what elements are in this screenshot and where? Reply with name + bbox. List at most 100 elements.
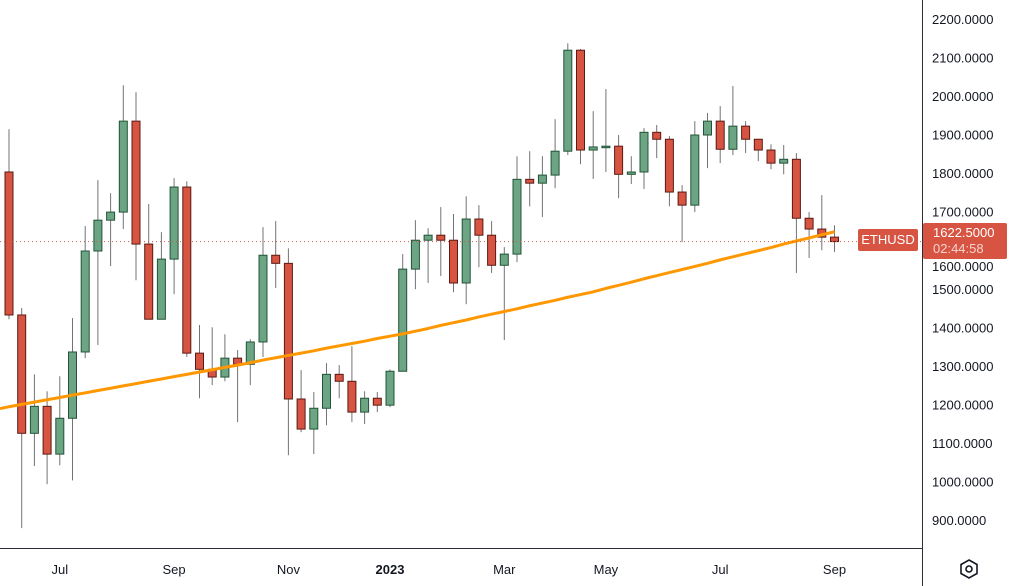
candle-body bbox=[614, 145, 624, 175]
candle bbox=[461, 196, 471, 305]
candle bbox=[169, 178, 179, 295]
candle-body bbox=[195, 352, 204, 370]
candle bbox=[42, 391, 52, 485]
candle bbox=[131, 92, 141, 281]
time-axis[interactable]: Jul Sep Nov 2023 Mar May Jul Sep bbox=[51, 562, 846, 577]
candle bbox=[830, 225, 839, 253]
candle bbox=[29, 374, 39, 467]
price-tick-label: 1700.0000 bbox=[932, 205, 993, 220]
candle bbox=[652, 124, 662, 159]
candle-body bbox=[55, 417, 65, 455]
candle bbox=[17, 308, 27, 529]
candle-body bbox=[537, 174, 547, 184]
candle bbox=[601, 89, 611, 173]
symbol-tag: ETHUSD bbox=[858, 229, 918, 251]
candle-body bbox=[525, 178, 535, 184]
candle-body bbox=[258, 254, 268, 343]
candle-body bbox=[423, 234, 433, 241]
candle bbox=[55, 376, 65, 466]
candle bbox=[156, 232, 166, 320]
candle-body bbox=[804, 217, 814, 230]
candle bbox=[283, 248, 293, 456]
candle-body bbox=[677, 191, 687, 206]
candle-body bbox=[4, 171, 14, 316]
time-tick-label: Sep bbox=[823, 562, 846, 577]
candle bbox=[664, 136, 674, 207]
candle-body bbox=[144, 243, 154, 320]
candle-body bbox=[550, 150, 560, 176]
candle-body bbox=[42, 405, 52, 455]
candle-body bbox=[436, 234, 446, 241]
candle bbox=[690, 121, 700, 213]
price-tick-label: 1900.0000 bbox=[932, 128, 993, 143]
candle-body bbox=[626, 171, 636, 175]
candle bbox=[512, 156, 522, 263]
price-tick-label: 1800.0000 bbox=[932, 166, 993, 181]
candle-body bbox=[169, 186, 179, 260]
candle bbox=[588, 111, 598, 179]
candle-body bbox=[703, 120, 712, 136]
time-tick-label: Mar bbox=[493, 562, 516, 577]
candle bbox=[703, 113, 712, 169]
candle bbox=[322, 363, 331, 426]
price-axis[interactable]: 900.0000 1000.0000 1100.0000 1200.0000 1300.… bbox=[932, 12, 993, 528]
candle-body bbox=[309, 407, 319, 430]
candle bbox=[118, 85, 128, 230]
candle-body bbox=[601, 145, 611, 149]
candle-body bbox=[512, 178, 522, 255]
candle bbox=[741, 121, 751, 154]
candle-body bbox=[372, 397, 382, 406]
candle bbox=[360, 391, 370, 425]
candle-body bbox=[93, 219, 103, 252]
candle bbox=[576, 49, 585, 165]
candle bbox=[398, 254, 408, 372]
candle-body bbox=[652, 131, 662, 140]
candle bbox=[614, 135, 624, 199]
candle-body bbox=[271, 254, 281, 264]
candle bbox=[258, 227, 268, 357]
candle bbox=[449, 214, 458, 293]
candle bbox=[347, 346, 357, 423]
candle bbox=[271, 220, 281, 289]
candle-body bbox=[106, 211, 116, 221]
candle-body bbox=[410, 239, 420, 270]
candle-body bbox=[461, 218, 471, 284]
candle-body bbox=[690, 134, 700, 206]
candle bbox=[195, 325, 204, 399]
candle-body bbox=[779, 158, 789, 164]
candles-layer bbox=[4, 43, 839, 529]
candle-body bbox=[29, 405, 39, 434]
candle bbox=[93, 180, 103, 346]
candle bbox=[296, 370, 306, 433]
candle-body bbox=[449, 239, 458, 284]
candle bbox=[474, 205, 484, 268]
candle bbox=[779, 145, 789, 175]
candle-body bbox=[398, 268, 408, 372]
candle-body bbox=[664, 138, 674, 193]
candle bbox=[80, 225, 90, 359]
candle-body bbox=[791, 158, 801, 219]
candle-body bbox=[347, 380, 357, 413]
price-tick-label: 1600.0000 bbox=[932, 259, 993, 274]
candle bbox=[182, 181, 192, 357]
candle-body bbox=[830, 236, 839, 243]
price-tick-label: 2100.0000 bbox=[932, 51, 993, 66]
candle bbox=[715, 106, 725, 164]
time-tick-label: Jul bbox=[51, 562, 68, 577]
candle-body bbox=[68, 351, 77, 419]
price-tick-label: 1300.0000 bbox=[932, 359, 993, 374]
candle-body bbox=[80, 250, 90, 353]
hexagon-settings-icon[interactable] bbox=[958, 558, 980, 580]
candle bbox=[766, 144, 776, 170]
candle bbox=[144, 203, 154, 320]
candle bbox=[563, 43, 573, 156]
candle bbox=[220, 334, 230, 382]
candle-body bbox=[156, 258, 166, 320]
candle bbox=[791, 153, 801, 273]
candle bbox=[385, 369, 395, 408]
last-price-tag: 1622.5000 02:44:58 bbox=[923, 223, 1007, 259]
candle bbox=[677, 185, 687, 243]
candle-body bbox=[563, 49, 573, 152]
candle-body bbox=[576, 49, 585, 151]
